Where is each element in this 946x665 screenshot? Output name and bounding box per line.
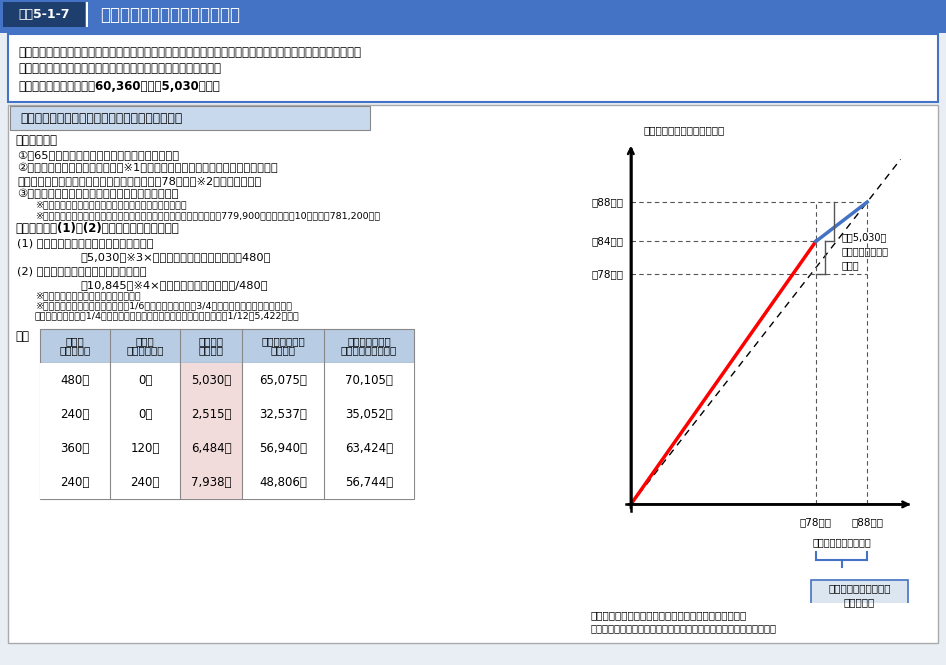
Text: 7,938円: 7,938円 <box>191 475 231 489</box>
Bar <box>242 363 324 397</box>
Text: 48,806円: 48,806円 <box>259 475 307 489</box>
Bar <box>40 397 110 431</box>
Text: 480月: 480月 <box>61 374 90 386</box>
Text: 約88万円: 約88万円 <box>591 197 623 207</box>
Text: ※２　毎年度、老齢基礎年金の額を勘案して改定。令和３年９月までは779,900円。令和３年10月以降は781,200円。: ※２ 毎年度、老齢基礎年金の額を勘案して改定。令和３年９月までは779,900円… <box>35 211 380 221</box>
Text: 6,484円: 6,484円 <box>191 442 232 454</box>
Bar <box>242 431 324 465</box>
Text: 保険料: 保険料 <box>135 336 154 346</box>
Text: ＝5,030円※3×保険料納付済期間（月数）／480月: ＝5,030円※3×保険料納付済期間（月数）／480月 <box>80 252 271 262</box>
Text: ①　65歳以上の老齢基礎年金の受給者であること: ① 65歳以上の老齢基礎年金の受給者であること <box>17 150 179 160</box>
Bar <box>40 431 414 465</box>
Text: 約84万円: 約84万円 <box>591 237 623 247</box>
Bar <box>242 397 324 431</box>
Text: ＋給付金額（月額）: ＋給付金額（月額） <box>341 346 397 356</box>
Bar <box>40 329 414 363</box>
Text: 老齢基礎年金額: 老齢基礎年金額 <box>261 336 305 346</box>
Text: 約78万円: 約78万円 <box>591 269 623 279</box>
Text: 65,075円: 65,075円 <box>259 374 307 386</box>
Text: 【令和３年度基準額　年60,360円（月5,030円）】: 【令和３年度基準額 年60,360円（月5,030円）】 <box>18 80 219 94</box>
Text: 35,052円: 35,052円 <box>345 408 393 420</box>
Text: 5,030円: 5,030円 <box>191 374 231 386</box>
Text: 納付済期間: 納付済期間 <box>60 346 91 356</box>
Bar <box>324 363 414 397</box>
Bar <box>40 431 110 465</box>
Text: 約88万円: 約88万円 <box>851 517 884 527</box>
Bar <box>0 30 946 33</box>
Text: （注）保険料納付済期間に基づく公的年金だけで生活している者の例: （注）保険料納付済期間に基づく公的年金だけで生活している者の例 <box>590 623 776 633</box>
Text: 保険料: 保険料 <box>65 336 84 346</box>
Bar <box>40 363 414 397</box>
Text: 56,744円: 56,744円 <box>345 475 393 489</box>
Bar <box>110 363 180 397</box>
Text: 給付金上乗せ後の額（年額）: 給付金上乗せ後の額（年額） <box>643 125 725 135</box>
Text: （老齢基礎年金満額）: （老齢基礎年金満額） <box>812 537 871 547</box>
Text: 240月: 240月 <box>131 475 160 489</box>
Bar <box>8 34 938 102</box>
Text: 例：: 例： <box>15 331 29 344</box>
Text: 70,105円: 70,105円 <box>345 374 393 386</box>
Text: 月額5,030円
（年額約６万円）
を支給: 月額5,030円 （年額約６万円） を支給 <box>842 232 888 271</box>
Text: ※４　老齢基礎年金満額（月額）の1/6（保険料全額免除、3/4免除、半額免除期間の場合）。: ※４ 老齢基礎年金満額（月額）の1/6（保険料全額免除、3/4免除、半額免除期間… <box>35 301 292 311</box>
Text: ＝10,845円※4×保険料免除期間（月数）/480月: ＝10,845円※4×保険料免除期間（月数）/480月 <box>80 280 268 290</box>
Text: 年金生活者支援給付金は、年金を含めても所得が低い者（前年の所得額が老齢基礎年金満額以下の者など）の: 年金生活者支援給付金は、年金を含めても所得が低い者（前年の所得額が老齢基礎年金満… <box>18 47 361 59</box>
Text: 高齢者への給付金（老齢年金生活者支援給付金）: 高齢者への給付金（老齢年金生活者支援給付金） <box>20 112 183 124</box>
Bar <box>40 363 110 397</box>
Bar <box>242 465 324 499</box>
Text: 老齢基礎年金額: 老齢基礎年金額 <box>347 336 391 346</box>
Bar <box>324 465 414 499</box>
Text: (1) 保険料納付済期間に基づく額（月額）: (1) 保険料納付済期間に基づく額（月額） <box>17 238 153 248</box>
Text: 補足的な給付（次頁）
の支給範囲: 補足的な給付（次頁） の支給範囲 <box>829 584 891 608</box>
Bar <box>110 397 180 431</box>
Text: 図表5-1-7: 図表5-1-7 <box>18 9 70 21</box>
Text: 32,537円: 32,537円 <box>259 408 307 420</box>
Text: ③　同一世帯の全員が市町村民税非課税であること: ③ 同一世帯の全員が市町村民税非課税であること <box>17 189 179 200</box>
Bar <box>40 465 414 499</box>
Text: 【給付額】　(1)と(2)の合計額が支給される。: 【給付額】 (1)と(2)の合計額が支給される。 <box>15 223 179 235</box>
Bar <box>3 2 85 27</box>
Bar <box>811 580 908 611</box>
Bar <box>180 431 242 465</box>
Text: 約78万円: 約78万円 <box>799 517 832 527</box>
Bar <box>180 465 242 499</box>
Text: 240月: 240月 <box>61 475 90 489</box>
Bar <box>180 397 242 431</box>
Text: 0月: 0月 <box>138 408 152 420</box>
Text: 前年の公的年金等の収入金額とその他の所得との合計額: 前年の公的年金等の収入金額とその他の所得との合計額 <box>590 610 746 620</box>
Bar <box>110 431 180 465</box>
Text: ②　前年の公的年金等の収入金額※1とその他の所得（給与所得や利子所得など）: ② 前年の公的年金等の収入金額※1とその他の所得（給与所得や利子所得など） <box>17 163 278 173</box>
Text: ※３　毎年度、物価変動に応じて改定。: ※３ 毎年度、物価変動に応じて改定。 <box>35 291 141 301</box>
Bar <box>110 465 180 499</box>
Text: 2,515円: 2,515円 <box>191 408 231 420</box>
Text: 年金生活者支援給付金について: 年金生活者支援給付金について <box>100 6 240 24</box>
Bar <box>324 397 414 431</box>
Text: 240月: 240月 <box>61 408 90 420</box>
Text: (2) 保険料免除期間に基づく額（月額）: (2) 保険料免除期間に基づく額（月額） <box>17 266 147 276</box>
Text: ※１　障害年金・遺族年金等の非課税収入は含まれない。: ※１ 障害年金・遺族年金等の非課税収入は含まれない。 <box>35 201 186 209</box>
Text: 全額免除期間: 全額免除期間 <box>126 346 164 356</box>
Bar <box>86 2 88 27</box>
Bar <box>180 363 242 397</box>
Text: 63,424円: 63,424円 <box>345 442 393 454</box>
Text: 56,940円: 56,940円 <box>259 442 307 454</box>
Bar <box>40 465 110 499</box>
Bar <box>8 105 938 643</box>
Text: （月額）: （月額） <box>271 346 295 356</box>
Text: 【支給要件】: 【支給要件】 <box>15 134 57 148</box>
Bar <box>324 431 414 465</box>
Bar <box>40 397 414 431</box>
Bar <box>10 106 370 130</box>
Text: 120月: 120月 <box>131 442 160 454</box>
Text: 生活を支援するために、年金に上乗せして支給するものである。: 生活を支援するために、年金に上乗せして支給するものである。 <box>18 61 221 74</box>
Text: 0月: 0月 <box>138 374 152 386</box>
Text: ただし、保険料1/4免除期間の場合は、老齢基礎年金満額（月額）の1/12（5,422円）。: ただし、保険料1/4免除期間の場合は、老齢基礎年金満額（月額）の1/12（5,4… <box>35 311 300 321</box>
Text: 給付金額: 給付金額 <box>199 336 223 346</box>
Bar <box>0 0 946 30</box>
Text: （月額）: （月額） <box>199 346 223 356</box>
Text: 360月: 360月 <box>61 442 90 454</box>
Text: との合計額が、老齢基礎年金満額相当（約78万円）※2以下であること: との合計額が、老齢基礎年金満額相当（約78万円）※2以下であること <box>17 176 261 186</box>
